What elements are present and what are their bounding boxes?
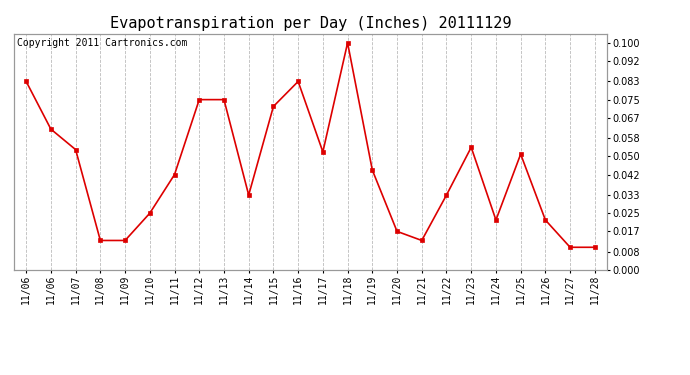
Text: Copyright 2011 Cartronics.com: Copyright 2011 Cartronics.com: [17, 39, 187, 48]
Title: Evapotranspiration per Day (Inches) 20111129: Evapotranspiration per Day (Inches) 2011…: [110, 16, 511, 31]
